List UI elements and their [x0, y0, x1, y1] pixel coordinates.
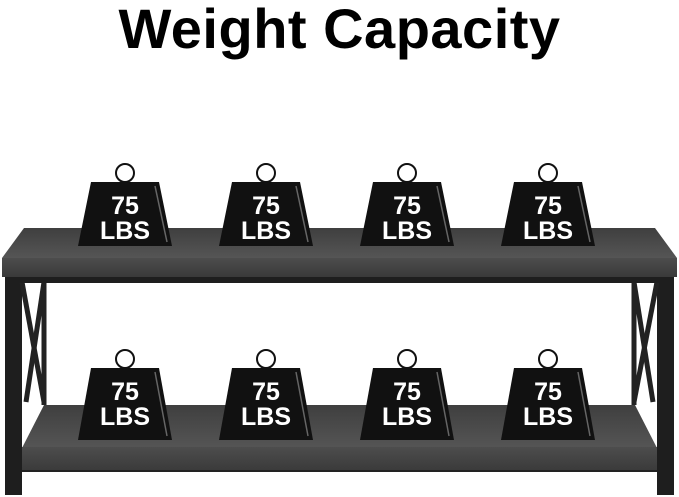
ring-icon — [397, 163, 417, 183]
weight-body — [78, 368, 172, 440]
weight-value: 75 — [534, 378, 562, 406]
ring-icon — [538, 349, 558, 369]
left-x-brace — [19, 280, 47, 405]
ring-icon — [256, 349, 276, 369]
top-apron — [5, 277, 674, 283]
weight-body — [501, 368, 595, 440]
weight-unit: LBS — [382, 217, 432, 245]
weight-body — [360, 182, 454, 246]
lower-shelf-front — [22, 447, 657, 471]
weight-unit: LBS — [100, 403, 150, 431]
ring-icon — [397, 349, 417, 369]
weight-value: 75 — [534, 192, 562, 220]
weight-unit: LBS — [241, 217, 291, 245]
ring-icon — [256, 163, 276, 183]
right-x-brace — [631, 280, 660, 405]
weight-unit: LBS — [100, 217, 150, 245]
weight-value: 75 — [111, 378, 139, 406]
left-leg — [5, 276, 22, 495]
weight-unit: LBS — [382, 403, 432, 431]
ring-icon — [538, 163, 558, 183]
ring-icon — [115, 163, 135, 183]
weight-body — [501, 182, 595, 246]
weight-value: 75 — [393, 378, 421, 406]
ring-icon — [115, 349, 135, 369]
weight-value: 75 — [393, 192, 421, 220]
weight-body — [78, 182, 172, 246]
right-leg — [657, 276, 674, 495]
page-title: Weight Capacity — [118, 0, 561, 60]
weight-body — [360, 368, 454, 440]
lower-shelf-surface — [22, 405, 657, 448]
weight-body — [219, 368, 313, 440]
weight-unit: LBS — [241, 403, 291, 431]
weight-value: 75 — [252, 192, 280, 220]
weight-value: 75 — [111, 192, 139, 220]
weight-unit: LBS — [523, 217, 573, 245]
top-shelf-front — [2, 258, 677, 277]
weight-unit: LBS — [523, 403, 573, 431]
weight-value: 75 — [252, 378, 280, 406]
weight-body — [219, 182, 313, 246]
